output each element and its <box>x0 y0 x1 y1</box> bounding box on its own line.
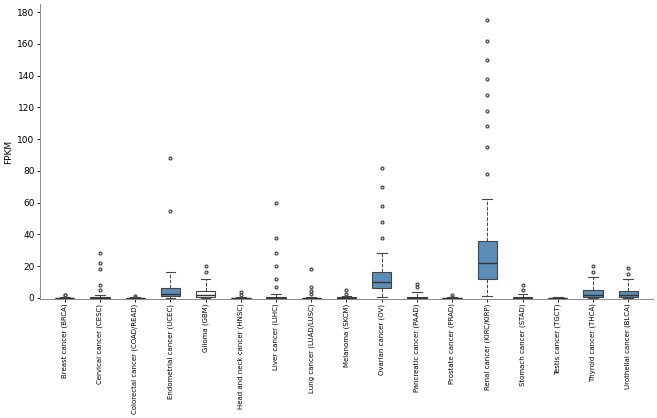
PathPatch shape <box>161 288 180 296</box>
PathPatch shape <box>337 297 356 298</box>
PathPatch shape <box>618 291 638 297</box>
Y-axis label: FPKM: FPKM <box>4 140 13 164</box>
PathPatch shape <box>407 296 426 298</box>
PathPatch shape <box>513 297 532 298</box>
PathPatch shape <box>372 273 392 288</box>
PathPatch shape <box>266 297 286 298</box>
PathPatch shape <box>583 290 602 297</box>
PathPatch shape <box>478 241 497 279</box>
PathPatch shape <box>196 291 215 297</box>
PathPatch shape <box>90 297 110 298</box>
